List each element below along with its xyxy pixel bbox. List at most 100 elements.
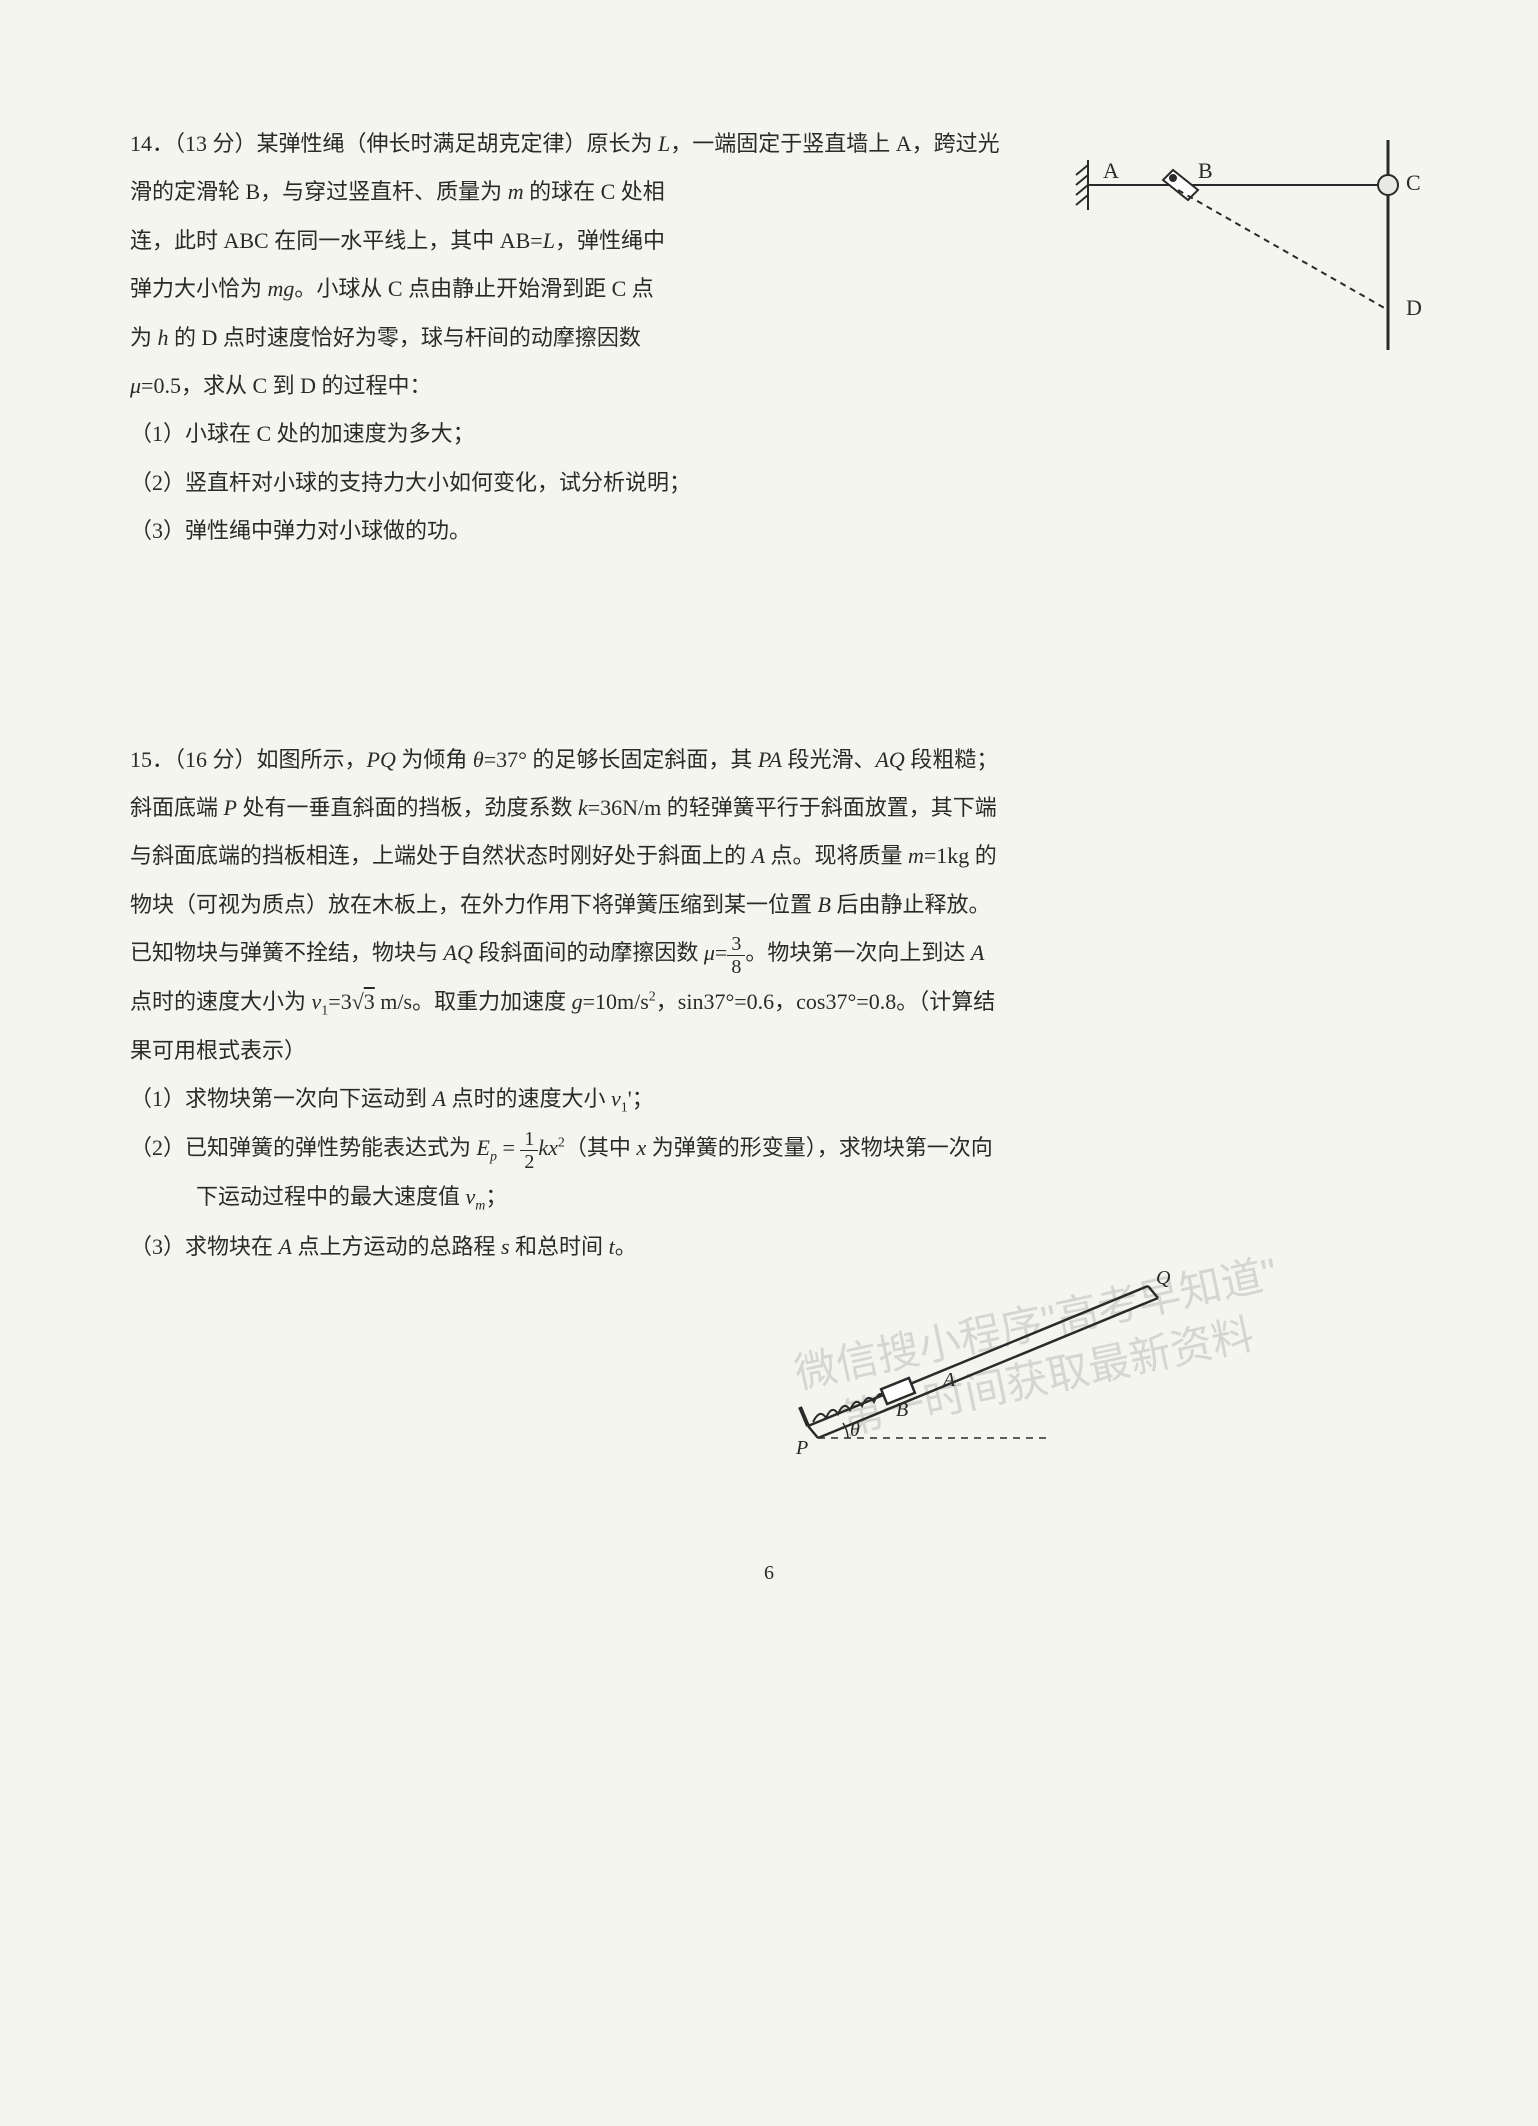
frac-half-den: 2 (520, 1151, 538, 1173)
p15-q1c: '； (628, 1086, 654, 1111)
p15-q2e: 下运动过程中的最大速度值 (196, 1184, 466, 1209)
diagram-14: A B C D (1048, 130, 1428, 360)
p15-q2c: （其中 (565, 1135, 637, 1160)
p15-q2-sup: 2 (558, 1136, 565, 1151)
p15-line6c: m/s。取重力加速度 (375, 989, 572, 1014)
p15-line2c: =36N/m 的轻弹簧平行于斜面放置，其下端 (588, 795, 997, 820)
p15-text1: 为倾角 (396, 747, 473, 772)
p15-m: m (908, 843, 924, 868)
p15-line3: 与斜面底端的挡板相连，上端处于自然状态时刚好处于斜面上的 (130, 843, 752, 868)
p14-line3a: 连，此时 ABC 在同一水平线上，其中 AB= (130, 228, 543, 253)
frac-mu-den: 8 (727, 956, 745, 978)
diagram-15: P Q A B θ (768, 1256, 1188, 1456)
p15-B: B (818, 892, 831, 917)
p15-q2-Ep-sub: p (490, 1150, 497, 1165)
p14-q3: （3）弹性绳中弹力对小球做的功。 (130, 507, 1408, 555)
label-D: D (1406, 295, 1422, 320)
p15-line5a: 已知物块与弹簧不拴结，物块与 (130, 940, 444, 965)
p15-line3c: =1kg 的 (924, 843, 997, 868)
p15-v1: v (312, 989, 322, 1014)
p14-line3b: ，弹性绳中 (555, 228, 665, 253)
label-Q: Q (1156, 1267, 1171, 1289)
p15-A: A (752, 843, 765, 868)
p14-line4b: 。小球从 C 点由静止开始滑到距 C 点 (294, 276, 653, 301)
problem-15: 微信搜小程序"高考早知道" 第一时间获取最新资料 15．（16 分）如图所示，P… (130, 736, 1408, 1272)
p15-q2b: = (497, 1135, 520, 1160)
p15-line2b: 处有一垂直斜面的挡板，劲度系数 (237, 795, 578, 820)
p15-q2-vm: v (466, 1184, 476, 1209)
p14-line5b: 的 D 点时速度恰好为零，球与杆间的动摩擦因数 (169, 325, 641, 350)
p15-number: 15． (130, 747, 174, 772)
p14-var-m: m (508, 179, 524, 204)
p15-q2-kx: kx (538, 1135, 558, 1160)
p15-q2-Ep: E (477, 1135, 490, 1160)
p14-var-h: h (158, 325, 169, 350)
p15-AQ2: AQ (444, 940, 473, 965)
p14-intro: 某弹性绳（伸长时满足胡克定律）原长为 (257, 131, 653, 156)
page-number: 6 (130, 1551, 1408, 1595)
p15-q2f: ； (485, 1184, 507, 1209)
label-theta: θ (850, 1419, 860, 1441)
p14-line6a: μ (130, 373, 141, 398)
p15-line6d: =10m/s (583, 989, 649, 1014)
p15-AQ: AQ (875, 747, 904, 772)
p14-var-L: L (658, 131, 670, 156)
label-C: C (1406, 170, 1421, 195)
p15-q2a: （2）已知弹簧的弹性势能表达式为 (130, 1135, 477, 1160)
p15-q3d: 。 (615, 1234, 637, 1259)
p15-theta: θ (473, 747, 484, 772)
p14-line2a: 滑的定滑轮 B，与穿过竖直杆、质量为 (130, 179, 508, 204)
p15-line5c: = (715, 940, 727, 965)
p15-q3c: 和总时间 (510, 1234, 609, 1259)
p15-q1b: 点时的速度大小 (446, 1086, 611, 1111)
p15-text1b: =37° 的足够长固定斜面，其 (484, 747, 758, 772)
p15-line2a: 斜面底端 (130, 795, 224, 820)
frac-mu: 38 (727, 933, 745, 978)
p15-q1-sub: 1 (621, 1101, 628, 1116)
frac-half: 12 (520, 1128, 538, 1173)
label-A: A (1103, 158, 1119, 183)
p15-PA: PA (758, 747, 782, 772)
frac-half-num: 1 (520, 1128, 538, 1151)
p15-text1c: 段光滑、 (782, 747, 876, 772)
label-P: P (795, 1437, 808, 1456)
p15-line5d: 。物块第一次向上到达 (745, 940, 971, 965)
p14-q1: （1）小球在 C 处的加速度为多大； (130, 410, 1408, 458)
p15-k: k (578, 795, 588, 820)
p15-q2-vm-sub: m (475, 1199, 485, 1214)
p15-q1-A: A (433, 1086, 446, 1111)
p15-sup2: 2 (649, 989, 656, 1004)
p15-P: P (224, 795, 237, 820)
p15-line5b: 段斜面间的动摩擦因数 (473, 940, 704, 965)
p15-line6b: =3 (328, 989, 351, 1014)
p15-points: （16 分） (174, 747, 257, 772)
p15-q2-x: x (636, 1135, 646, 1160)
p14-line4a: 弹力大小恰为 (130, 276, 268, 301)
p15-mu: μ (704, 940, 715, 965)
p15-line4b: 后由静止释放。 (831, 892, 991, 917)
p15-q3a: （3）求物块在 (130, 1234, 279, 1259)
label-B: B (1198, 158, 1213, 183)
p15-line6a: 点时的速度大小为 (130, 989, 312, 1014)
p14-points: （13 分） (174, 131, 257, 156)
p15-PQ: PQ (367, 747, 396, 772)
p14-text1: ，一端固定于竖直墙上 A，跨过光 (670, 131, 999, 156)
p15-text1d: 段粗糙； (905, 747, 999, 772)
p14-line2b: 的球在 C 处相 (524, 179, 665, 204)
p15-sqrt3: 3 (364, 989, 375, 1014)
frac-mu-num: 3 (727, 933, 745, 956)
p15-q3-s: s (501, 1234, 510, 1259)
problem-15-text: 15．（16 分）如图所示，PQ 为倾角 θ=37° 的足够长固定斜面，其 PA… (130, 736, 1408, 1272)
p15-q1-v: v (611, 1086, 621, 1111)
p14-q2: （2）竖直杆对小球的支持力大小如何变化，试分析说明； (130, 459, 1408, 507)
p14-var-mg: mg (268, 276, 295, 301)
p15-q3b: 点上方运动的总路程 (292, 1234, 501, 1259)
label-B2: B (896, 1399, 908, 1421)
p15-line7: 果可用根式表示） (130, 1027, 1408, 1075)
problem-14: 14．（13 分）某弹性绳（伸长时满足胡克定律）原长为 L，一端固定于竖直墙上 … (130, 120, 1408, 556)
p15-A2: A (971, 940, 984, 965)
p15-line4a: 物块（可视为质点）放在木板上，在外力作用下将弹簧压缩到某一位置 (130, 892, 818, 917)
p15-q2d: 为弹簧的形变量），求物块第一次向 (646, 1135, 993, 1160)
p15-q1a: （1）求物块第一次向下运动到 (130, 1086, 433, 1111)
p15-g: g (572, 989, 583, 1014)
